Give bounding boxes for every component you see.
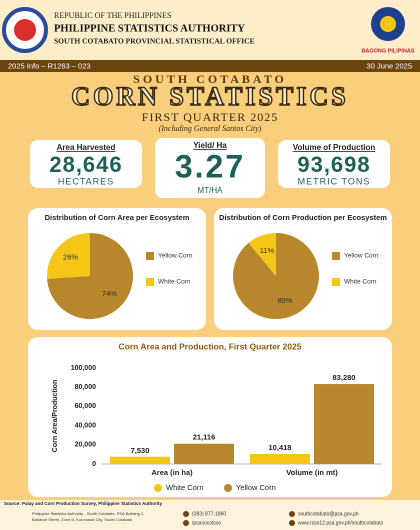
icon [183, 511, 189, 517]
pie-slice [47, 233, 133, 319]
y-tick-label: 60,000 [75, 403, 97, 410]
email: southcotabato@psa.gov.ph [298, 511, 359, 517]
value-label: 26% [63, 253, 78, 262]
value-label: 10,418 [269, 443, 292, 452]
psa-logo-center [14, 19, 36, 41]
stat-card [30, 140, 142, 188]
bar [174, 443, 234, 464]
title-note: (Including General Santos City) [159, 124, 262, 133]
stat-card [278, 140, 390, 188]
x-tick-label: Area (in ha) [151, 468, 193, 477]
stat-label: Area Harvested [57, 143, 116, 152]
info-code: 2025 Info – R1263 – 023 [8, 61, 91, 70]
social: /psasocotsso [192, 520, 221, 526]
web: www.rsso12.psa.gov.ph/southcotabato [298, 520, 383, 526]
stat-label: Volume of Production [293, 143, 376, 152]
x-tick-label: Volume (in mt) [286, 468, 338, 477]
value-label: 89% [278, 296, 293, 305]
bar [314, 384, 374, 464]
header-band [0, 0, 420, 60]
address: Philippine Statistics Authority - South … [32, 511, 144, 516]
info-bar [0, 60, 420, 72]
y-tick-label: 20,000 [75, 442, 97, 449]
stat-card [155, 138, 265, 198]
header-line: REPUBLIC OF THE PHILIPPINES [54, 11, 171, 20]
address: Bañanor Street, Zone B, Koronadal City, … [32, 517, 133, 522]
source: Source: Palay and Corn Production Survey… [4, 501, 163, 506]
legend-label: Yellow Corn [158, 253, 193, 260]
stat-value: 28,646 [49, 152, 122, 177]
legend-label: White Corn [158, 279, 191, 286]
legend-label: Yellow Corn [344, 253, 379, 260]
footer-band [0, 500, 420, 530]
value-label: 7,530 [131, 446, 150, 455]
chart-title: Corn Area and Production, First Quarter … [119, 341, 302, 351]
stat-value: 3.27 [175, 148, 245, 184]
legend-swatch [224, 484, 232, 492]
icon [183, 520, 189, 526]
pie-slice [248, 233, 276, 276]
badge-text: BAGONG PILIPINAS [361, 48, 415, 54]
chart-title: Distribution of Corn Area per Ecosystem [45, 213, 190, 222]
title-main: CORN STATISTICS [71, 82, 348, 111]
y-axis-label: Corn Area/Production [52, 380, 59, 452]
chart-title: Distribution of Corn Production per Ecos… [219, 213, 387, 222]
icon [289, 511, 295, 517]
y-tick-label: 0 [92, 461, 96, 468]
stat-label: Yield/ Ha [193, 141, 227, 150]
bar [110, 456, 170, 464]
value-label: 74% [102, 289, 117, 298]
legend-swatch [332, 278, 340, 286]
stat-unit: MT/HA [198, 186, 224, 195]
legend-swatch [332, 252, 340, 260]
y-tick-label: 100,000 [71, 365, 96, 372]
title-place: SOUTH COTABATO [133, 72, 287, 86]
legend-swatch [154, 484, 162, 492]
legend-label: White Corn [344, 279, 377, 286]
value-label: 11% [260, 246, 275, 255]
icon [289, 520, 295, 526]
legend-swatch [146, 278, 154, 286]
bp-logo-sun [380, 16, 396, 32]
value-label: 83,280 [333, 373, 356, 382]
legend-swatch [146, 252, 154, 260]
legend-label: Yellow Corn [236, 483, 276, 492]
y-tick-label: 80,000 [75, 384, 97, 391]
info-date: 30 June 2025 [367, 61, 412, 70]
bar [250, 453, 310, 464]
stat-unit: METRIC TONS [298, 176, 371, 186]
header-line: SOUTH COTABATO PROVINCIAL STATISTICAL OF… [54, 37, 255, 46]
value-label: 21,116 [193, 433, 216, 442]
header-line: PHILIPPINE STATISTICS AUTHORITY [54, 23, 245, 34]
stat-value: 93,698 [297, 152, 370, 177]
pie-slice [47, 233, 90, 279]
y-tick-label: 40,000 [75, 422, 97, 429]
title-period: FIRST QUARTER 2025 [142, 110, 278, 124]
legend-label: White Corn [166, 483, 204, 492]
stat-unit: HECTARES [58, 176, 114, 186]
phone: (083) 877-1860 [192, 511, 226, 517]
